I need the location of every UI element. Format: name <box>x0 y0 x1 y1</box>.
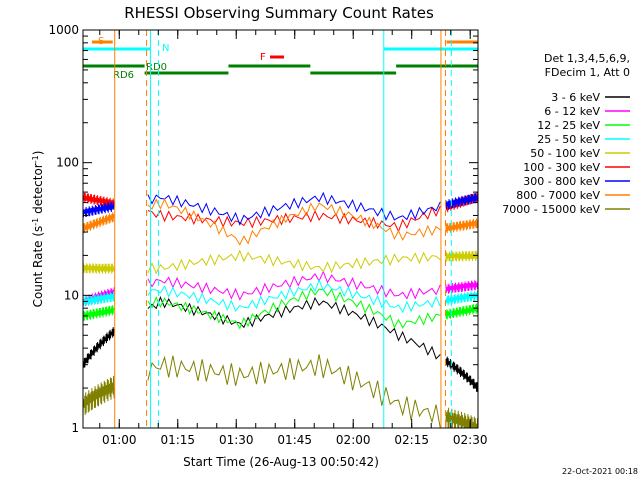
legend: Det 1,3,4,5,6,9, FDecim 1, Att 0 3 - 6 k… <box>502 52 630 216</box>
flag-label: RD6 <box>113 70 134 81</box>
series-line <box>445 250 479 262</box>
footer-timestamp: 22-Oct-2021 00:18 <box>562 467 638 476</box>
flag-content: S N F RD0 RD6 <box>83 30 478 428</box>
plot-content <box>82 191 479 429</box>
series-line <box>82 192 115 209</box>
series-line <box>82 305 115 321</box>
x-tick-label: 01:30 <box>219 433 254 447</box>
flag-label: S <box>98 36 104 47</box>
x-tick-label: 01:00 <box>102 433 137 447</box>
series-line <box>147 191 441 226</box>
legend-label: 25 - 50 keV <box>537 133 600 146</box>
series-line <box>82 375 115 416</box>
series-line <box>82 327 115 368</box>
flag-label: RD0 <box>146 62 167 73</box>
x-tick-label: 02:00 <box>336 433 371 447</box>
flag-label: N <box>162 43 169 54</box>
y-axis-label: Count Rate (s-1 detector-1) <box>31 151 46 308</box>
y-tick-label: 10 <box>64 288 79 302</box>
flag-label: F <box>260 52 266 63</box>
series-line <box>82 263 115 274</box>
legend-label: 6 - 12 keV <box>544 105 600 118</box>
plot-frame <box>82 29 479 429</box>
legend-header-1: Det 1,3,4,5,6,9, <box>544 52 630 65</box>
series-line <box>147 278 441 314</box>
series-line <box>147 197 441 246</box>
x-axis: 01:00 01:15 01:30 01:45 02:00 02:15 02:30 <box>99 30 488 447</box>
series-line <box>82 201 115 218</box>
series-line <box>147 249 441 275</box>
y-tick-label: 1000 <box>48 23 79 37</box>
legend-label: 12 - 25 keV <box>537 119 600 132</box>
series-line <box>445 356 479 392</box>
x-tick-label: 02:30 <box>453 433 488 447</box>
legend-label: 50 - 100 keV <box>530 147 600 160</box>
y-axis: 1 10 100 1000 <box>48 23 478 435</box>
x-tick-label: 02:15 <box>394 433 429 447</box>
series-line <box>82 291 115 307</box>
y-tick-label: 100 <box>56 156 79 170</box>
legend-label: 3 - 6 keV <box>551 91 600 104</box>
series-line <box>147 270 441 301</box>
series-line <box>147 296 441 360</box>
legend-label: 300 - 800 keV <box>523 175 600 188</box>
legend-label: 800 - 7000 keV <box>516 189 600 202</box>
series-line <box>445 290 479 306</box>
legend-header-2: FDecim 1, Att 0 <box>545 66 630 79</box>
series-line <box>147 354 441 429</box>
series-line <box>147 287 441 330</box>
series-line <box>445 279 479 294</box>
series-line <box>445 303 479 320</box>
x-tick-label: 01:15 <box>160 433 195 447</box>
x-tick-label: 01:45 <box>277 433 312 447</box>
chart-title: RHESSI Observing Summary Count Rates <box>124 4 434 22</box>
series-line <box>445 218 479 234</box>
legend-label: 7000 - 15000 keV <box>502 203 600 216</box>
legend-label: 100 - 300 keV <box>523 161 600 174</box>
y-tick-label: 1 <box>71 421 79 435</box>
x-axis-label: Start Time (26-Aug-13 00:50:42) <box>183 455 379 469</box>
series-line <box>82 212 115 234</box>
